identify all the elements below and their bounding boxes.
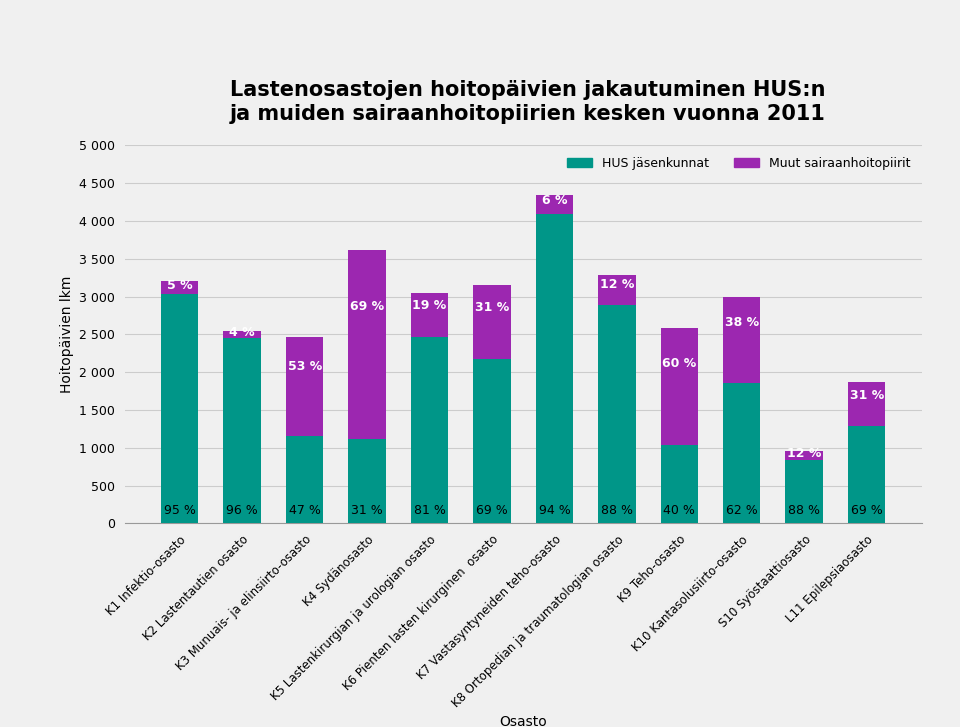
Text: 47 %: 47 % xyxy=(289,505,321,518)
Text: 69 %: 69 % xyxy=(851,505,882,518)
Text: 62 %: 62 % xyxy=(726,505,757,518)
Bar xyxy=(411,337,448,523)
Text: 94 %: 94 % xyxy=(539,505,570,518)
Text: 19 %: 19 % xyxy=(413,300,446,313)
Text: 4 %: 4 % xyxy=(229,326,255,340)
Bar xyxy=(660,329,698,446)
Text: 96 %: 96 % xyxy=(227,505,258,518)
Bar xyxy=(348,438,386,523)
Bar xyxy=(411,293,448,337)
Bar xyxy=(660,446,698,523)
Bar xyxy=(473,285,511,359)
Bar xyxy=(723,297,760,383)
Bar xyxy=(598,305,636,523)
Text: 31 %: 31 % xyxy=(351,505,383,518)
Bar xyxy=(536,214,573,523)
Bar xyxy=(161,294,199,523)
Text: 5 %: 5 % xyxy=(167,278,193,292)
Text: 38 %: 38 % xyxy=(725,316,758,329)
Text: 53 %: 53 % xyxy=(287,360,322,373)
Text: 88 %: 88 % xyxy=(788,505,820,518)
Text: Lastenosastojen hoitopäivien jakautuminen HUS:n
ja muiden sairaanhoitopiirien ke: Lastenosastojen hoitopäivien jakautumine… xyxy=(230,81,826,124)
Bar xyxy=(224,331,261,338)
Text: 95 %: 95 % xyxy=(164,505,196,518)
Text: 6 %: 6 % xyxy=(541,194,567,207)
Text: 31 %: 31 % xyxy=(475,301,509,314)
Bar xyxy=(536,195,573,214)
Text: 12 %: 12 % xyxy=(600,278,634,291)
Text: 69 %: 69 % xyxy=(350,300,384,313)
Bar xyxy=(161,281,199,294)
Text: 60 %: 60 % xyxy=(662,357,696,370)
Bar xyxy=(286,337,324,435)
Text: 88 %: 88 % xyxy=(601,505,633,518)
Text: 40 %: 40 % xyxy=(663,505,695,518)
Legend: HUS jäsenkunnat, Muut sairaanhoitopiirit: HUS jäsenkunnat, Muut sairaanhoitopiirit xyxy=(562,152,915,174)
Bar xyxy=(723,383,760,523)
Bar xyxy=(598,276,636,305)
Bar xyxy=(473,359,511,523)
Text: 31 %: 31 % xyxy=(850,389,884,402)
Bar xyxy=(785,451,823,459)
Text: 69 %: 69 % xyxy=(476,505,508,518)
Bar xyxy=(848,426,885,523)
Bar xyxy=(348,250,386,438)
Bar xyxy=(286,435,324,523)
Bar xyxy=(224,338,261,523)
Text: 12 %: 12 % xyxy=(787,447,822,460)
Bar xyxy=(785,459,823,523)
Text: 81 %: 81 % xyxy=(414,505,445,518)
Y-axis label: Hoitopäivien lkm: Hoitopäivien lkm xyxy=(60,276,74,393)
Bar xyxy=(848,382,885,426)
X-axis label: Osasto: Osasto xyxy=(499,715,547,727)
